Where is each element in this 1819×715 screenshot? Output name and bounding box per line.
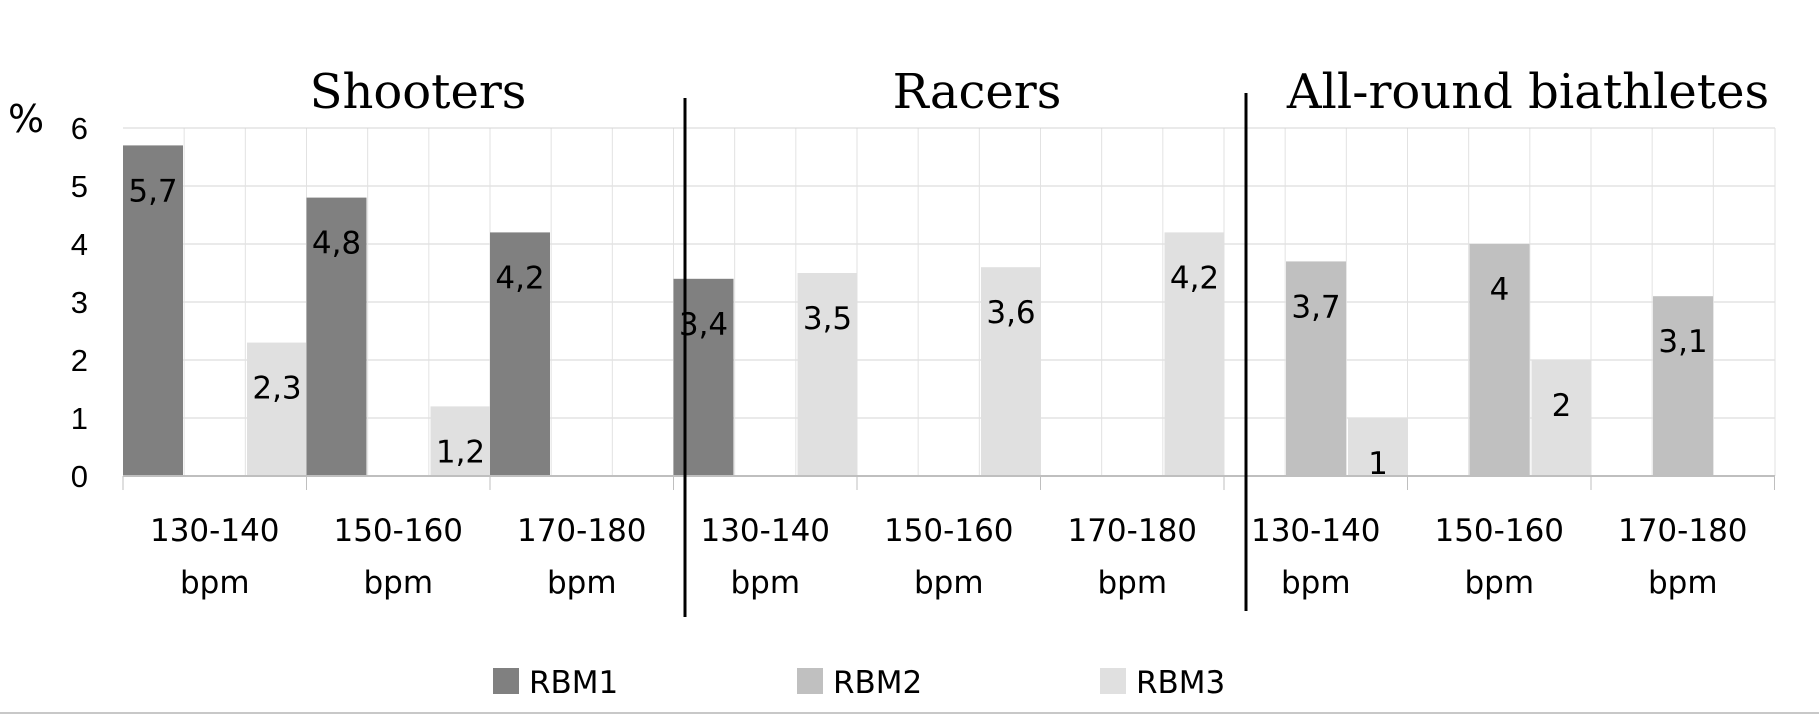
legend-label-rbm3: RBM3 [1136, 665, 1225, 701]
data-labels: 5,7 2,3 4,8 1,2 4,2 3,4 3,5 3,6 4,2 3,7 1 4 2 3,1 [128, 173, 1707, 482]
y-axis-unit-label: % [8, 97, 44, 141]
data-label: 4,8 [312, 226, 361, 262]
x-tick-label: 170-180 [1618, 513, 1748, 549]
x-tick-label: bpm [914, 565, 984, 601]
x-tick-label: 170-180 [1067, 513, 1197, 549]
bar-rbm3 [247, 342, 307, 476]
data-label: 3,4 [679, 307, 728, 343]
y-tick-label: 0 [71, 459, 88, 494]
x-tick-label: 170-180 [517, 513, 647, 549]
bar-rbm1 [123, 145, 183, 476]
x-tick-label: 130-140 [150, 513, 280, 549]
group-title: All-round biathletes [1286, 64, 1769, 120]
data-label: 4 [1490, 272, 1510, 308]
data-label: 1 [1368, 446, 1388, 482]
x-tick-label: bpm [1464, 565, 1534, 601]
grid [123, 127, 1776, 476]
legend-swatch-rbm1 [493, 668, 519, 694]
bar-rbm1 [306, 197, 367, 476]
data-label: 3,1 [1658, 324, 1707, 360]
bar-rbm1 [490, 232, 550, 476]
x-tick-label: bpm [1648, 565, 1718, 601]
x-tick-label: 130-140 [700, 513, 830, 549]
data-label: 1,2 [436, 434, 485, 470]
y-tick-label: 5 [71, 169, 88, 204]
bar-rbm3 [981, 267, 1041, 476]
bar-rbm3 [1164, 232, 1225, 476]
x-tick-label: bpm [363, 565, 433, 601]
x-tick-label: bpm [1097, 565, 1167, 601]
y-tick-label: 4 [71, 227, 88, 262]
bar-rbm2 [1286, 261, 1346, 476]
legend: RBM1 RBM2 RBM3 [0, 665, 1819, 714]
data-label: 3,7 [1291, 289, 1340, 325]
x-tick-label: 150-160 [1434, 513, 1564, 549]
y-tick-label: 6 [71, 111, 88, 146]
bar-rbm3 [1531, 360, 1592, 476]
y-tick-label: 2 [71, 343, 88, 378]
axes: 0 1 2 3 4 5 6 130-140 bpm 150-160 bpm 170-180 bpm 130… [71, 111, 1775, 601]
group-title: Shooters [310, 64, 527, 120]
legend-swatch-rbm3 [1100, 668, 1126, 694]
x-tick-label: 150-160 [333, 513, 463, 549]
data-label: 3,5 [803, 301, 852, 337]
bar-rbm3 [430, 406, 491, 476]
group-title: Racers [893, 64, 1062, 120]
x-tick-label: bpm [547, 565, 617, 601]
x-tick-label: 150-160 [884, 513, 1014, 549]
legend-label-rbm2: RBM2 [833, 665, 922, 701]
y-tick-label: 1 [71, 401, 88, 436]
x-tick-label: bpm [730, 565, 800, 601]
bar-rbm3 [797, 273, 858, 476]
data-label: 5,7 [128, 173, 177, 209]
bars [123, 145, 1713, 476]
legend-label-rbm1: RBM1 [529, 665, 618, 701]
bar-rbm2 [1469, 244, 1530, 476]
data-label: 4,2 [1170, 260, 1219, 296]
bar-rbm2 [1653, 296, 1713, 476]
x-tick-label: bpm [1281, 565, 1351, 601]
data-label: 4,2 [495, 260, 544, 296]
x-tick-label: bpm [180, 565, 250, 601]
data-label: 2,3 [252, 371, 301, 407]
data-label: 3,6 [986, 295, 1035, 331]
data-label: 2 [1552, 388, 1572, 424]
x-tick-label: 130-140 [1251, 513, 1381, 549]
bar-rbm3 [1348, 418, 1408, 476]
y-tick-label: 3 [71, 285, 88, 320]
legend-swatch-rbm2 [797, 668, 823, 694]
group-titles: Shooters Racers All-round biathletes [310, 64, 1769, 617]
